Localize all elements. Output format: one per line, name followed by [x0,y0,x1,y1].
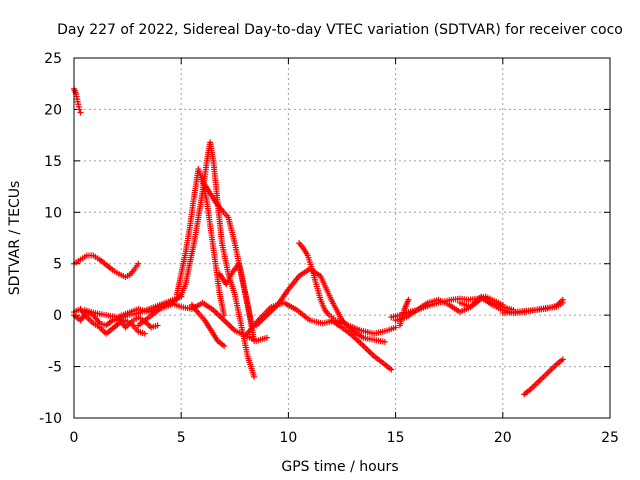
x-tick-label: 5 [177,430,186,446]
y-tick-label: 25 [44,51,62,67]
series-early-spike [71,85,84,116]
y-tick-label: 5 [53,257,62,273]
series-mid-8-15 [242,299,399,339]
data-marks [71,85,566,398]
y-tick-label: -10 [39,411,62,427]
series-late-20-23 [499,296,566,317]
data-point [154,322,161,329]
data-point [141,330,148,337]
x-tick-label: 20 [494,430,512,446]
y-tick-label: -5 [48,360,62,376]
data-point [76,106,83,113]
chart-title: Day 227 of 2022, Sidereal Day-to-day VTE… [57,22,623,38]
data-point [221,343,228,349]
grid [73,57,611,419]
data-point [381,338,388,345]
data-point [251,373,258,380]
series-arc-9-12 [253,265,388,345]
series-descent-15 [328,317,395,373]
tick-labels: 0 5 10 15 20 25 -10 -5 0 5 10 15 20 25 [39,51,619,446]
x-tick-label: 15 [387,430,405,446]
series-mid-5-9 [156,299,270,344]
x-axis-label: GPS time / hours [281,459,398,475]
x-tick-label: 0 [70,430,79,446]
data-point [263,334,270,341]
y-tick-label: 0 [53,308,62,324]
data-point [559,356,566,363]
series-low-2-5 [113,293,185,324]
data-point [77,109,84,116]
series-sideband-7 [216,260,255,329]
series-late-line-21 [521,356,566,398]
x-tick-label: 10 [279,430,297,446]
data-point [221,312,228,319]
y-axis-label: SDTVAR / TECUs [7,181,23,296]
plot-frame [73,57,611,419]
series-rise-to-14 [173,166,228,319]
y-tick-label: 15 [44,154,62,170]
data-point [135,260,142,267]
data-point [388,366,395,373]
series-dip-6-7 [188,301,228,349]
data-point [559,296,566,303]
x-tick-label: 25 [601,430,619,446]
y-tick-label: 10 [44,205,62,221]
data-point [405,296,412,303]
series-spike-15-6 [396,296,412,329]
y-tick-label: 20 [44,102,62,118]
series-peak-7-11 [296,240,337,322]
data-point [392,324,399,331]
